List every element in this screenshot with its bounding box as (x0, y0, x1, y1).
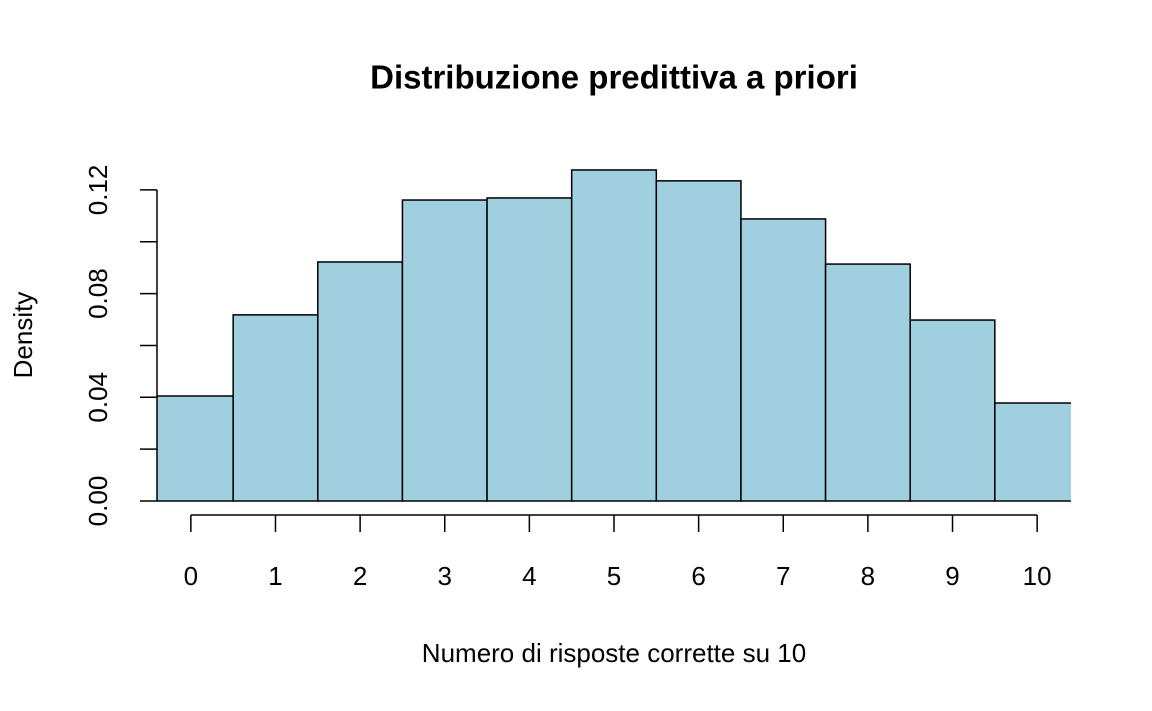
bar (655, 180, 742, 502)
bar (232, 314, 319, 502)
bars (157, 169, 1071, 502)
x-axis-label: Numero di risposte corrette su 10 (422, 638, 806, 668)
x-tick-label: 7 (776, 561, 790, 591)
x-tick-label: 3 (438, 561, 452, 591)
y-tick-label: 0.12 (83, 165, 113, 216)
x-tick-label: 10 (1023, 561, 1052, 591)
x-tick-label: 1 (268, 561, 282, 591)
x-tick-label: 5 (607, 561, 621, 591)
x-tick-label: 6 (691, 561, 705, 591)
bar (740, 218, 827, 502)
bar (401, 199, 488, 502)
y-tick-label: 0.00 (83, 476, 113, 527)
x-tick-label: 8 (861, 561, 875, 591)
y-axis-label: Density (8, 292, 38, 379)
x-tick-label: 0 (184, 561, 198, 591)
y-tick-label: 0.04 (83, 372, 113, 423)
y-tick-label: 0.08 (83, 268, 113, 319)
bar (317, 261, 404, 502)
bar (570, 169, 658, 502)
bar (824, 263, 911, 502)
x-tick-label: 2 (353, 561, 367, 591)
x-tick-label: 9 (945, 561, 959, 591)
x-tick-label: 4 (522, 561, 536, 591)
bar (909, 319, 996, 502)
bar (157, 395, 234, 502)
bar (994, 402, 1071, 502)
bar (486, 197, 573, 502)
chart-title: Distribuzione predittiva a priori (370, 59, 858, 96)
